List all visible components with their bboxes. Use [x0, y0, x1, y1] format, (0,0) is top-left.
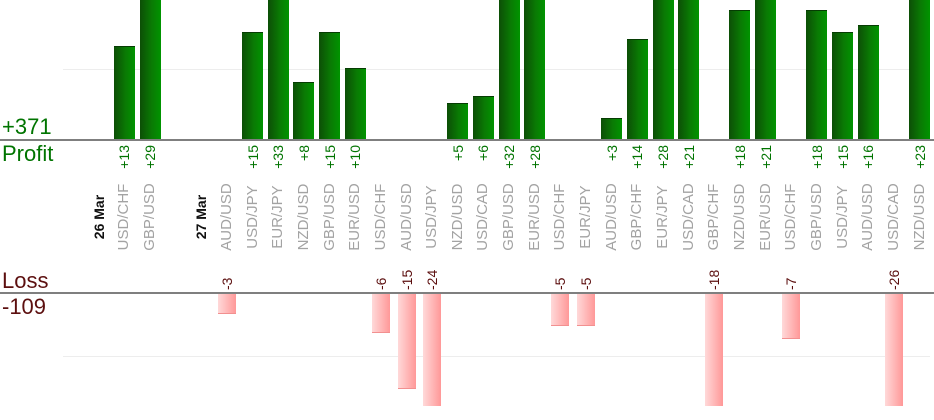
loss-bar: [551, 294, 570, 327]
loss-gridline-minus10: [63, 356, 930, 357]
loss-bar: [397, 294, 416, 390]
profit-value-label: +28: [655, 145, 671, 169]
date-label: 26 Mar: [90, 194, 107, 240]
profit-value-label: +21: [757, 145, 774, 169]
profit-baseline: [0, 139, 934, 141]
profit-bar: [293, 81, 315, 140]
profit-bar: [909, 0, 930, 140]
profit-value-label: +13: [116, 145, 133, 169]
profit-value-label: +15: [834, 145, 851, 169]
profit-gridline-plus10: [63, 69, 930, 70]
profit-bar: [498, 0, 520, 140]
profit-value-label: +23: [911, 145, 928, 169]
loss-axis-label: Loss: [2, 268, 49, 293]
profit-value-label: +10: [347, 145, 364, 169]
profit-value-label: +8: [295, 145, 312, 161]
loss-value-label: -3: [218, 277, 235, 290]
profit-bar: [472, 96, 494, 140]
loss-plot: [0, 294, 934, 406]
profit-bar: [626, 38, 648, 140]
profit-value-label: +5: [449, 145, 466, 161]
profit-bar: [242, 31, 264, 140]
profit-bar: [755, 0, 777, 140]
profit-bar: [652, 0, 674, 140]
profit-bar: [113, 46, 135, 140]
profit-value-label: +18: [808, 145, 825, 169]
loss-value-label: -26: [885, 269, 902, 290]
profit-value-label: +29: [142, 145, 158, 169]
profit-bar: [857, 24, 879, 140]
profit-bar: [806, 10, 828, 140]
profit-bar: [729, 10, 751, 140]
profit-axis-label: Profit: [2, 141, 54, 166]
date-label: 27 Mar: [193, 194, 210, 240]
profit-bar: [524, 0, 546, 140]
profit-value-label: +21: [680, 145, 697, 169]
loss-value-label: -6: [372, 277, 389, 290]
profit-bar: [344, 67, 366, 140]
loss-total-label: -109: [2, 294, 47, 319]
profit-value-label: +6: [475, 145, 492, 161]
profit-bar: [678, 0, 700, 140]
loss-bar: [884, 294, 903, 406]
profit-value-label: +33: [270, 145, 287, 169]
profit-value-label: +28: [526, 145, 543, 169]
loss-bar: [577, 294, 596, 327]
loss-bar: [423, 294, 442, 406]
profit-value-label: +14: [629, 145, 646, 169]
profit-bar: [139, 0, 161, 140]
profit-total-label: +371: [2, 114, 52, 139]
loss-bar: [782, 294, 801, 339]
loss-value-label: -24: [424, 269, 441, 290]
profit-value-label: +3: [603, 145, 620, 161]
profit-bar: [601, 117, 623, 140]
loss-bar: [217, 294, 236, 314]
profit-bar: [267, 0, 289, 140]
profit-value-label: +16: [860, 145, 877, 169]
profit-value-label: +15: [321, 145, 338, 169]
loss-bar: [705, 294, 724, 406]
loss-value-label: -5: [552, 277, 569, 290]
loss-bar: [371, 294, 390, 333]
profit-value-label: +15: [244, 145, 261, 169]
profit-value-label: +32: [501, 145, 518, 169]
loss-value-label: -7: [783, 277, 800, 290]
loss-value-label: -15: [398, 269, 415, 290]
profit-bar: [447, 103, 469, 140]
profit-plot: [0, 0, 934, 140]
loss-baseline: [0, 292, 934, 294]
profit-bar: [319, 31, 341, 140]
loss-value-label: -5: [578, 277, 595, 290]
profit-value-label: +18: [731, 145, 748, 169]
profit-bar: [832, 31, 854, 140]
loss-value-label: -18: [706, 269, 723, 290]
